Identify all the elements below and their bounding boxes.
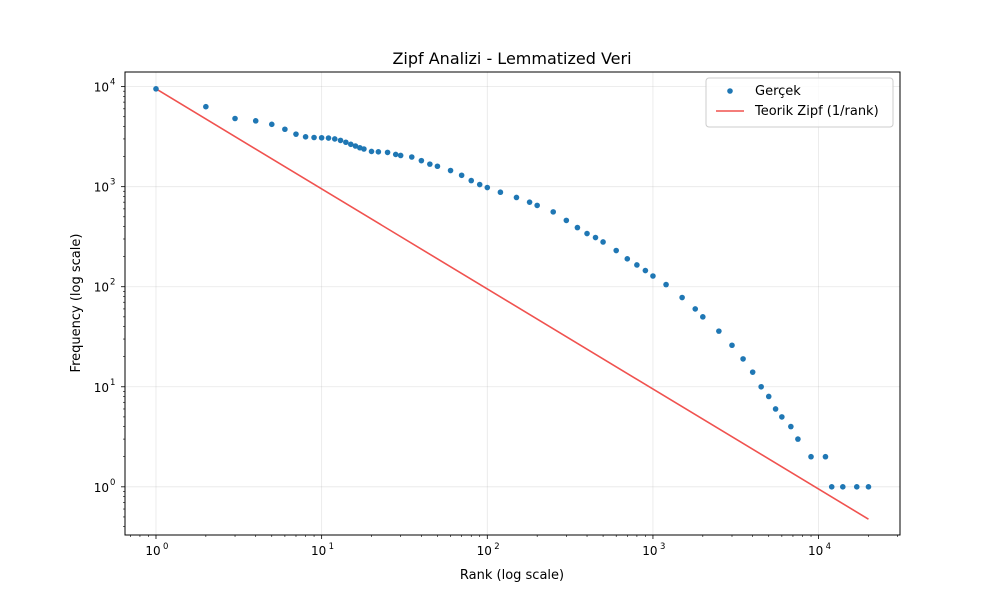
data-point-gercek	[325, 135, 332, 141]
data-point-gercek	[468, 177, 475, 184]
x-tick-label: 10	[311, 544, 326, 558]
data-point-gercek	[497, 189, 504, 196]
y-tick-exponent: 3	[110, 178, 115, 188]
data-point-gercek	[392, 151, 399, 158]
data-point-gercek	[584, 230, 590, 237]
data-point-gercek	[458, 172, 465, 179]
data-point-gercek	[484, 184, 491, 191]
tick-layer: 10 0 10 1 10 2 10 3 10 410 010 110 210 310 4	[94, 78, 898, 558]
data-point-gercek	[384, 149, 391, 156]
data-point-gercek	[729, 342, 735, 349]
plot-frame	[124, 71, 901, 536]
data-point-gercek	[268, 121, 275, 128]
data-point-gercek	[740, 356, 746, 362]
data-point-gercek	[282, 126, 288, 133]
x-tick-exponent: 0	[163, 542, 168, 552]
legend: Gerçek Teorik Zipf (1/rank)	[705, 77, 894, 128]
data-point-gercek	[788, 423, 794, 430]
y-axis-label: Frequency (log scale)	[69, 234, 84, 373]
legend-label-teorik-zipf: Teorik Zipf (1/rank)	[754, 104, 879, 119]
data-point-gercek	[840, 484, 846, 490]
data-point-gercek	[348, 141, 354, 148]
y-tick-exponent: 0	[110, 478, 115, 488]
data-point-gercek	[779, 414, 785, 420]
data-point-gercek	[318, 134, 325, 141]
legend-label-gercek: Gerçek	[755, 84, 801, 99]
data-point-gercek	[252, 118, 259, 124]
data-point-gercek	[574, 224, 581, 231]
x-tick-label: 10	[477, 544, 492, 558]
y-tick-exponent: 4	[110, 78, 115, 88]
y-tick-label: 10	[94, 381, 109, 395]
data-point-gercek	[853, 484, 860, 490]
y-tick-label: 10	[94, 481, 109, 495]
x-tick-exponent: 3	[660, 542, 665, 552]
data-point-gercek	[427, 161, 433, 167]
data-point-gercek	[613, 247, 619, 254]
data-point-gercek	[447, 167, 454, 174]
data-point-gercek	[343, 139, 349, 146]
data-point-gercek	[302, 134, 309, 140]
data-point-gercek	[828, 484, 835, 490]
y-tick-exponent: 1	[110, 378, 115, 388]
legend-box	[705, 77, 894, 128]
data-point-gercek	[758, 383, 764, 390]
y-tick-label: 10	[94, 281, 109, 295]
x-tick-label: 10	[145, 544, 160, 558]
data-point-gercek	[418, 157, 425, 164]
data-point-gercek	[624, 256, 631, 262]
data-point-gercek	[772, 406, 779, 412]
data-layer	[153, 86, 872, 520]
x-tick-exponent: 1	[329, 542, 334, 552]
data-point-gercek	[293, 131, 299, 137]
data-point-gercek	[592, 234, 599, 241]
data-point-gercek	[352, 143, 359, 149]
data-point-gercek	[822, 453, 829, 460]
data-point-gercek	[563, 217, 570, 224]
data-point-gercek	[526, 199, 533, 205]
data-point-gercek	[550, 209, 557, 215]
chart-title: Zipf Analizi - Lemmatized Veri	[392, 49, 631, 68]
x-tick-exponent: 2	[494, 542, 499, 552]
data-point-gercek	[476, 181, 483, 188]
data-point-gercek	[663, 281, 669, 288]
data-point-gercek	[153, 86, 159, 92]
data-point-gercek	[865, 484, 872, 490]
data-point-gercek	[513, 194, 520, 201]
data-point-gercek	[361, 146, 367, 152]
data-point-gercek	[311, 134, 317, 141]
x-tick-label: 10	[642, 544, 657, 558]
data-point-gercek	[765, 393, 772, 400]
data-point-gercek	[692, 306, 699, 312]
data-point-gercek	[642, 267, 649, 274]
data-point-gercek	[700, 314, 706, 320]
data-point-gercek	[203, 103, 209, 110]
legend-marker-gercek	[727, 88, 733, 94]
x-tick-exponent: 4	[826, 542, 831, 552]
data-point-gercek	[434, 163, 441, 170]
data-point-gercek	[716, 328, 722, 334]
data-point-gercek	[650, 273, 656, 279]
y-tick-exponent: 2	[110, 278, 115, 288]
data-point-gercek	[634, 262, 640, 268]
x-axis-label: Rank (log scale)	[460, 568, 564, 583]
data-point-gercek	[232, 115, 238, 122]
data-point-gercek	[795, 436, 801, 442]
data-point-gercek	[679, 294, 685, 301]
data-point-gercek	[337, 137, 344, 144]
data-point-gercek	[331, 136, 338, 142]
data-point-gercek	[408, 154, 415, 160]
data-point-gercek	[749, 369, 756, 375]
data-point-gercek	[375, 149, 382, 155]
x-tick-label: 10	[808, 544, 823, 558]
series-line-teorik-zipf	[155, 88, 869, 520]
data-point-gercek	[368, 148, 375, 155]
data-point-gercek	[534, 202, 540, 209]
data-point-gercek	[808, 453, 814, 460]
data-point-gercek	[397, 152, 404, 159]
y-tick-label: 10	[94, 181, 109, 195]
y-tick-label: 10	[94, 81, 109, 95]
data-point-gercek	[600, 239, 606, 245]
